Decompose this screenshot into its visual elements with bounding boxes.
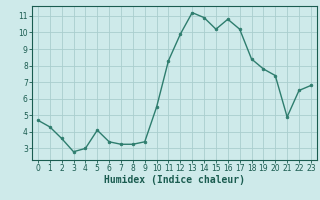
X-axis label: Humidex (Indice chaleur): Humidex (Indice chaleur) bbox=[104, 175, 245, 185]
